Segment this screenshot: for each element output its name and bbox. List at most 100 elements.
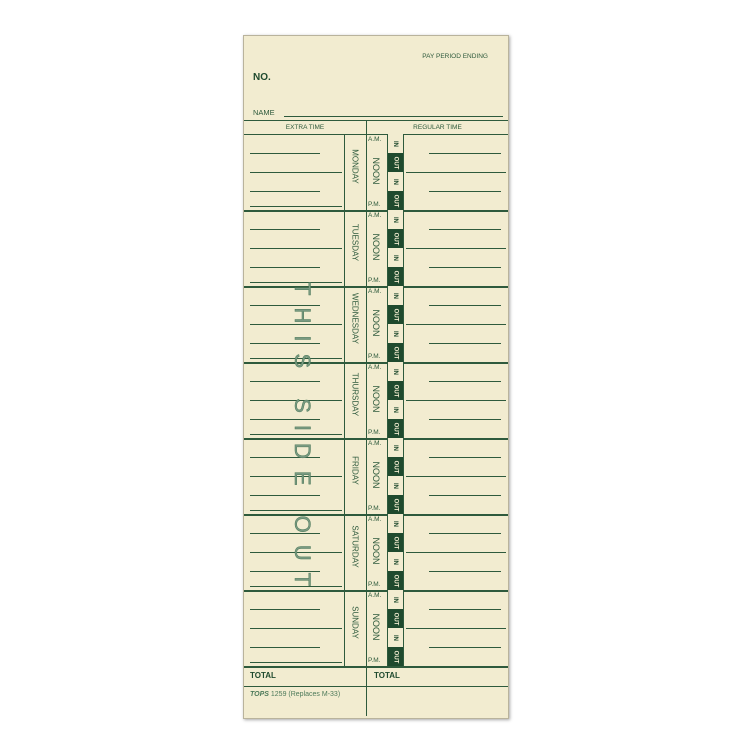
- punch-in-slot[interactable]: IN: [387, 552, 403, 571]
- punch-in-slot[interactable]: IN: [387, 438, 403, 457]
- punch-out-slot[interactable]: OUT: [387, 305, 403, 324]
- am-label: A.M.: [368, 136, 382, 143]
- day-column-divider: [344, 134, 345, 666]
- punch-out-slot[interactable]: OUT: [387, 343, 403, 362]
- punch-in-slot[interactable]: IN: [387, 286, 403, 305]
- total-regular-label: TOTAL: [374, 671, 400, 680]
- regular-time-line[interactable]: [429, 457, 501, 458]
- extra-time-line[interactable]: [250, 358, 342, 359]
- noon-label: NOON: [371, 461, 381, 489]
- regular-time-line[interactable]: [429, 191, 501, 192]
- regular-time-line[interactable]: [406, 476, 506, 477]
- punch-out-slot[interactable]: OUT: [387, 647, 403, 666]
- extra-time-line[interactable]: [250, 343, 320, 344]
- punch-in-slot[interactable]: IN: [387, 134, 403, 153]
- extra-time-line[interactable]: [250, 381, 320, 382]
- extra-time-line[interactable]: [250, 571, 320, 572]
- pm-label: P.M.: [368, 581, 381, 588]
- extra-time-line[interactable]: [250, 248, 342, 249]
- extra-time-line[interactable]: [250, 647, 320, 648]
- punch-out-slot[interactable]: OUT: [387, 495, 403, 514]
- time-card: PAY PERIOD ENDING NO. NAME EXTRA TIME RE…: [243, 35, 509, 719]
- extra-time-line[interactable]: [250, 419, 320, 420]
- punch-out-slot[interactable]: OUT: [387, 267, 403, 286]
- pm-label: P.M.: [368, 201, 381, 208]
- extra-time-line[interactable]: [250, 586, 342, 587]
- regular-time-line[interactable]: [429, 305, 501, 306]
- number-label: NO.: [253, 72, 271, 83]
- regular-time-line[interactable]: [429, 533, 501, 534]
- punch-out-slot[interactable]: OUT: [387, 571, 403, 590]
- regular-time-line[interactable]: [406, 552, 506, 553]
- regular-time-line[interactable]: [406, 628, 506, 629]
- extra-time-line[interactable]: [250, 457, 320, 458]
- regular-time-line[interactable]: [429, 571, 501, 572]
- regular-time-line[interactable]: [406, 324, 506, 325]
- punch-out-slot[interactable]: OUT: [387, 191, 403, 210]
- punch-in-slot[interactable]: IN: [387, 400, 403, 419]
- extra-time-line[interactable]: [250, 267, 320, 268]
- punch-in-slot[interactable]: IN: [387, 476, 403, 495]
- pm-label: P.M.: [368, 277, 381, 284]
- punch-in-slot[interactable]: IN: [387, 514, 403, 533]
- extra-time-line[interactable]: [250, 662, 342, 663]
- regular-time-line[interactable]: [429, 343, 501, 344]
- extra-time-line[interactable]: [250, 609, 320, 610]
- punch-in-slot[interactable]: IN: [387, 172, 403, 191]
- extra-time-line[interactable]: [250, 400, 342, 401]
- extra-time-line[interactable]: [250, 229, 320, 230]
- punch-out-slot[interactable]: OUT: [387, 457, 403, 476]
- extra-time-line[interactable]: [250, 153, 320, 154]
- slot-border: [387, 210, 388, 286]
- extra-time-line[interactable]: [250, 324, 342, 325]
- regular-time-line[interactable]: [406, 400, 506, 401]
- day-label-wednesday: WEDNESDAY: [350, 293, 360, 344]
- punch-in-slot[interactable]: IN: [387, 210, 403, 229]
- extra-time-line[interactable]: [250, 552, 342, 553]
- this-side-out-watermark: THIS SIDE OUT: [290, 282, 316, 599]
- name-line[interactable]: [284, 116, 503, 117]
- extra-time-line[interactable]: [250, 172, 342, 173]
- day-divider: [244, 514, 508, 516]
- pay-period-label: PAY PERIOD ENDING: [422, 53, 488, 60]
- day-divider: [244, 210, 508, 212]
- regular-time-line[interactable]: [429, 267, 501, 268]
- punch-out-slot[interactable]: OUT: [387, 381, 403, 400]
- noon-label: NOON: [371, 385, 381, 413]
- regular-time-line[interactable]: [406, 172, 506, 173]
- punch-in-slot[interactable]: IN: [387, 590, 403, 609]
- extra-time-line[interactable]: [250, 510, 342, 511]
- regular-time-line[interactable]: [406, 248, 506, 249]
- extra-time-line[interactable]: [250, 191, 320, 192]
- regular-time-line[interactable]: [429, 153, 501, 154]
- form-number: 1259 (Replaces M-33): [270, 691, 341, 698]
- punch-out-slot[interactable]: OUT: [387, 419, 403, 438]
- regular-time-line[interactable]: [429, 647, 501, 648]
- slot-border: [403, 514, 404, 590]
- extra-time-line[interactable]: [250, 434, 342, 435]
- center-divider: [366, 120, 367, 716]
- slot-border: [403, 362, 404, 438]
- punch-in-slot[interactable]: IN: [387, 324, 403, 343]
- regular-time-line[interactable]: [429, 419, 501, 420]
- punch-out-slot[interactable]: OUT: [387, 609, 403, 628]
- punch-out-slot[interactable]: OUT: [387, 229, 403, 248]
- punch-in-slot[interactable]: IN: [387, 628, 403, 647]
- extra-time-line[interactable]: [250, 476, 342, 477]
- divider: [244, 134, 508, 135]
- extra-time-line[interactable]: [250, 495, 320, 496]
- regular-time-line[interactable]: [429, 229, 501, 230]
- punch-out-slot[interactable]: OUT: [387, 153, 403, 172]
- regular-time-line[interactable]: [429, 609, 501, 610]
- am-label: A.M.: [368, 212, 382, 219]
- extra-time-line[interactable]: [250, 206, 342, 207]
- punch-in-slot[interactable]: IN: [387, 248, 403, 267]
- extra-time-line[interactable]: [250, 533, 320, 534]
- punch-in-slot[interactable]: IN: [387, 362, 403, 381]
- extra-time-line[interactable]: [250, 628, 342, 629]
- extra-time-line[interactable]: [250, 282, 342, 283]
- extra-time-line[interactable]: [250, 305, 320, 306]
- regular-time-line[interactable]: [429, 381, 501, 382]
- punch-out-slot[interactable]: OUT: [387, 533, 403, 552]
- regular-time-line[interactable]: [429, 495, 501, 496]
